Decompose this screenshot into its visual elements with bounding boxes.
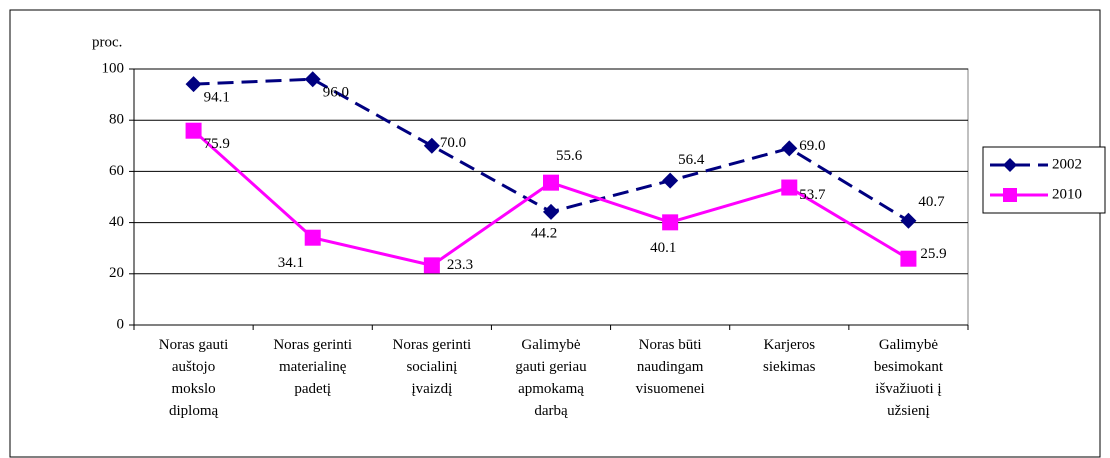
point [662, 214, 679, 231]
data-label: 96.0 [323, 85, 349, 101]
point [543, 174, 559, 191]
y-tick-label: 100 [102, 60, 125, 76]
legend-label: 2002 [1052, 156, 1082, 172]
data-label: 94.1 [204, 90, 230, 106]
y-tick-label: 60 [109, 163, 124, 179]
data-label: 70.0 [440, 135, 466, 151]
data-label: 55.6 [556, 148, 583, 164]
x-tick-label: Noras gerinti socialinį įvaizdį [392, 337, 471, 397]
point [662, 172, 679, 189]
y-axis-label: proc. [92, 34, 122, 50]
data-label: 23.3 [447, 257, 473, 273]
y-tick-label: 40 [109, 214, 124, 230]
x-tick-label: Noras būti naudingam visuomenei [636, 337, 705, 397]
data-label: 40.7 [918, 194, 945, 210]
point [304, 71, 321, 88]
x-tick-label: Noras gerinti materialinę padetį [273, 337, 352, 397]
point [185, 122, 202, 139]
plot-area [133, 68, 969, 326]
point [423, 257, 440, 274]
legend-box [982, 146, 1106, 214]
data-label: 56.4 [678, 152, 705, 168]
point [781, 140, 798, 157]
point [900, 250, 917, 267]
data-label: 53.7 [799, 187, 826, 203]
x-tick-label: Karjeros siekimas [763, 337, 816, 375]
x-tick-label: Galimybė gauti geriau apmokamą darbą [515, 337, 587, 419]
y-tick-label: 80 [109, 112, 124, 128]
point [543, 203, 559, 220]
point [423, 137, 440, 154]
legend-marker [1003, 188, 1017, 202]
point [185, 76, 202, 93]
data-label: 34.1 [278, 255, 304, 271]
data-label: 40.1 [650, 240, 676, 256]
legend-label: 2010 [1052, 186, 1082, 202]
data-label: 75.9 [204, 136, 230, 152]
y-tick-label: 20 [109, 265, 124, 281]
data-label: 25.9 [920, 246, 946, 262]
point [304, 229, 321, 246]
data-label: 44.2 [531, 225, 557, 241]
x-tick-label: Galimybė besimokant išvažiuoti į užsienį [874, 337, 944, 419]
data-label: 69.0 [799, 138, 825, 154]
point [781, 179, 798, 196]
point [900, 212, 917, 229]
y-tick-label: 0 [117, 316, 125, 332]
legend-marker [1003, 158, 1017, 172]
x-tick-label: Noras gauti auštojo mokslo diplomą [159, 337, 229, 419]
